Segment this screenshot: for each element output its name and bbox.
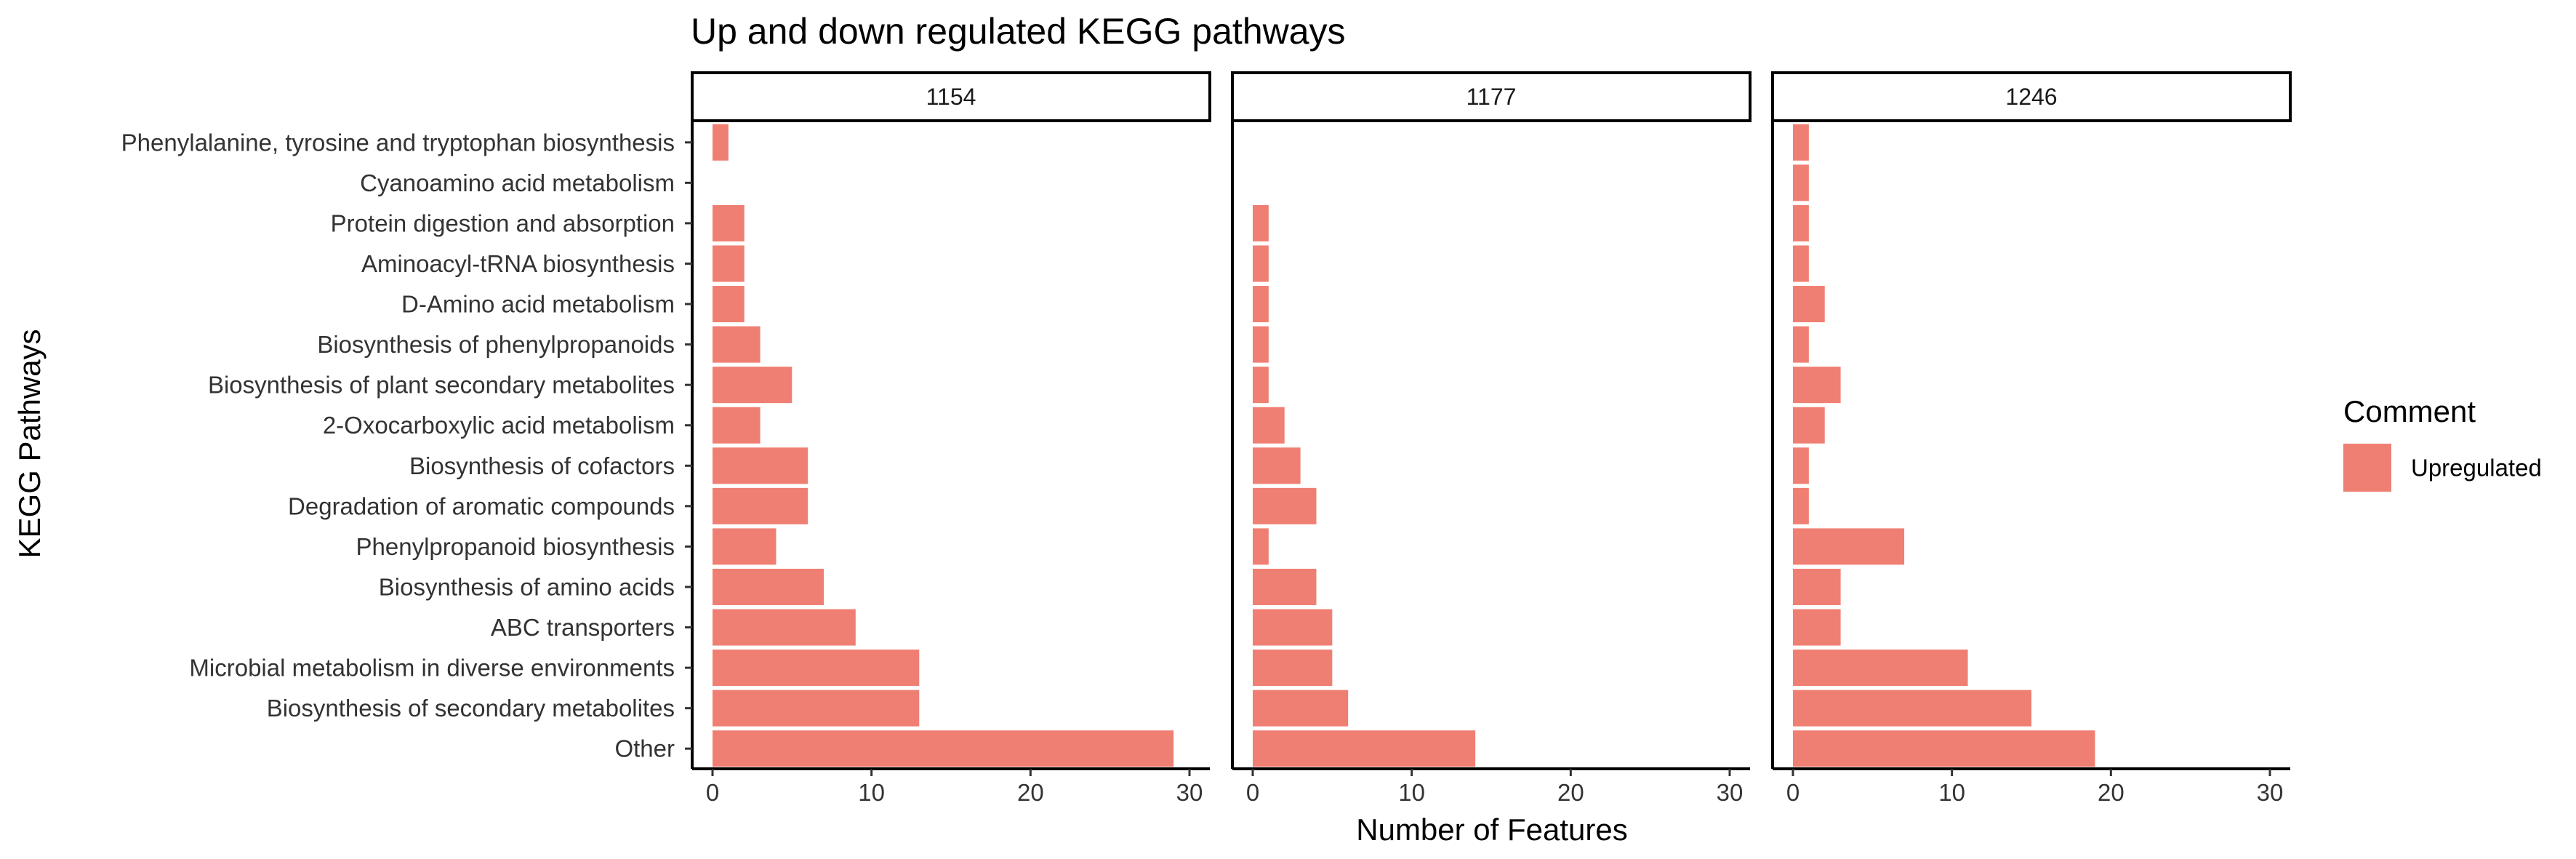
bar <box>1253 730 1476 767</box>
category-label: D-Amino acid metabolism <box>401 291 675 318</box>
legend-swatch <box>2343 444 2391 492</box>
bar <box>1793 650 1968 687</box>
x-tick-label: 30 <box>1717 779 1744 806</box>
bar <box>713 447 808 484</box>
bar <box>1253 245 1269 282</box>
x-tick-label: 30 <box>1176 779 1203 806</box>
bar <box>1793 528 1905 565</box>
bar <box>713 487 808 524</box>
bar <box>713 650 920 687</box>
x-axis-title: Number of Features <box>1356 812 1628 847</box>
category-label: Degradation of aromatic compounds <box>288 492 675 519</box>
bar <box>1793 609 1841 646</box>
x-tick-label: 20 <box>2098 779 2124 806</box>
bar <box>1793 407 1825 444</box>
facet-strip-label: 1154 <box>926 84 976 110</box>
bar <box>1793 730 2095 767</box>
bar <box>713 730 1174 767</box>
category-label: Cyanoamino acid metabolism <box>360 169 675 196</box>
bar <box>1253 609 1333 646</box>
bar <box>713 690 920 727</box>
bar <box>713 326 761 363</box>
bar <box>713 204 745 241</box>
bar <box>713 609 856 646</box>
x-tick-label: 10 <box>1938 779 1965 806</box>
facet-strip-label: 1177 <box>1466 84 1517 110</box>
facet-panel: 1154 0 10 20 30 <box>685 71 1211 806</box>
facet-strip <box>1231 71 1752 122</box>
x-tick-label: 0 <box>706 779 719 806</box>
category-label: Biosynthesis of phenylpropanoids <box>317 331 675 358</box>
bar <box>1253 367 1269 404</box>
bar <box>1253 407 1285 444</box>
bar <box>713 568 824 605</box>
facet-strip <box>1771 71 2292 122</box>
bar <box>1793 124 1809 161</box>
bar <box>1793 447 1809 484</box>
facet-panels: 1154 0 10 20 30 1177 0 10 20 30 1246 0 10 20 30 <box>685 71 2292 806</box>
x-tick-label: 10 <box>1398 779 1425 806</box>
category-label: Microbial metabolism in diverse environm… <box>189 655 675 682</box>
bar <box>1253 286 1269 323</box>
bar <box>1253 690 1349 727</box>
bar <box>1253 204 1269 241</box>
x-tick-label: 20 <box>1017 779 1044 806</box>
category-label: Phenylalanine, tyrosine and tryptophan b… <box>121 129 675 156</box>
x-tick-label: 0 <box>1786 779 1799 806</box>
bar <box>1253 326 1269 363</box>
bar <box>713 528 777 565</box>
bar <box>1253 650 1333 687</box>
category-label: ABC transporters <box>491 614 675 641</box>
category-label: Aminoacyl-tRNA biosynthesis <box>361 250 675 277</box>
facet-strip-label: 1246 <box>2005 84 2057 110</box>
bar <box>1253 447 1301 484</box>
category-label: Protein digestion and absorption <box>331 209 675 236</box>
category-labels: Phenylalanine, tyrosine and tryptophan b… <box>121 129 675 762</box>
bar <box>713 245 745 282</box>
bar <box>1793 286 1825 323</box>
bar <box>1253 487 1317 524</box>
bar <box>1793 204 1809 241</box>
facet-strip <box>691 71 1211 122</box>
category-label: Phenylpropanoid biosynthesis <box>356 533 675 560</box>
category-label: Biosynthesis of secondary metabolites <box>267 695 675 722</box>
bar <box>1793 487 1809 524</box>
legend-item-label: Upregulated <box>2411 455 2542 482</box>
legend: Comment Upregulated <box>2343 394 2542 492</box>
category-label: Other <box>614 735 675 762</box>
chart-title: Up and down regulated KEGG pathways <box>691 11 1346 52</box>
x-tick-label: 30 <box>2257 779 2284 806</box>
x-tick-label: 20 <box>1557 779 1584 806</box>
legend-items: Upregulated <box>2343 444 2542 492</box>
bar <box>1793 326 1809 363</box>
bar <box>1793 164 1809 201</box>
bar <box>1793 367 1841 404</box>
bar <box>1793 568 1841 605</box>
bar <box>713 367 793 404</box>
bar <box>1793 245 1809 282</box>
category-label: 2-Oxocarboxylic acid metabolism <box>323 412 675 439</box>
facet-panel: 1177 0 10 20 30 <box>1231 71 1752 806</box>
bar <box>1793 690 2031 727</box>
legend-title: Comment <box>2343 394 2476 428</box>
x-tick-label: 0 <box>1246 779 1259 806</box>
bar <box>713 407 761 444</box>
bar <box>1253 568 1317 605</box>
x-tick-label: 10 <box>858 779 885 806</box>
category-label: Biosynthesis of plant secondary metaboli… <box>208 372 675 399</box>
bar <box>1253 528 1269 565</box>
facet-panel: 1246 0 10 20 30 <box>1771 71 2292 806</box>
bar <box>713 124 729 161</box>
y-axis-title: KEGG Pathways <box>12 329 47 558</box>
bar <box>713 286 745 323</box>
category-label: Biosynthesis of amino acids <box>379 573 675 600</box>
category-label: Biosynthesis of cofactors <box>409 452 675 479</box>
